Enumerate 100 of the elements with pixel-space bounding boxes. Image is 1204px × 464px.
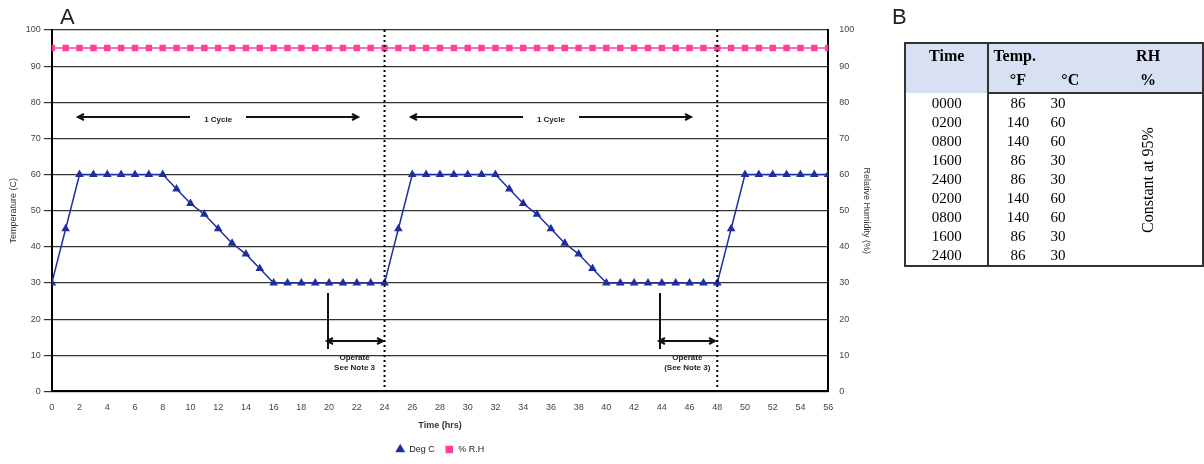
point xyxy=(200,210,209,217)
y2-tick-label: 20 xyxy=(839,313,850,324)
annotation: 1 Cycle xyxy=(536,114,566,124)
x-tick-label: 24 xyxy=(379,402,390,413)
text: 140 xyxy=(1005,189,1031,208)
x-tick-label: 52 xyxy=(767,402,778,413)
point xyxy=(616,278,625,286)
point xyxy=(228,238,236,246)
y-tick-label: 50 xyxy=(30,205,41,216)
text: 86 xyxy=(1009,94,1027,113)
x-tick-label: 6 xyxy=(132,402,138,413)
text: 30 xyxy=(1049,94,1067,113)
point xyxy=(269,278,278,286)
x-tick-label: 30 xyxy=(462,402,473,413)
text: RH xyxy=(1094,43,1203,68)
x-tick-label: 44 xyxy=(656,402,667,413)
point xyxy=(436,170,444,178)
point xyxy=(755,170,763,178)
text: Temp. xyxy=(988,43,1095,68)
x-tick-label: 8 xyxy=(160,402,166,413)
y-tick-label: 90 xyxy=(30,60,41,71)
point xyxy=(172,184,181,192)
text: °F xyxy=(988,68,1047,93)
point xyxy=(658,278,666,286)
text: 0800 xyxy=(905,208,989,227)
text: Constant at 95% xyxy=(1139,126,1158,233)
point xyxy=(768,170,777,178)
point xyxy=(408,170,417,178)
x-tick-label: 34 xyxy=(518,402,529,413)
annotation: Operate See Note 3 xyxy=(334,353,376,373)
y-tick-label: 30 xyxy=(30,277,41,288)
text: 30 xyxy=(1049,246,1067,265)
x-tick-label: 56 xyxy=(823,402,834,413)
point xyxy=(699,278,708,286)
text: 0000 xyxy=(905,93,989,113)
text: 60 xyxy=(1049,113,1067,132)
annotation: Operate (See Note 3) xyxy=(664,353,711,373)
y2-tick-label: 0 xyxy=(839,385,845,396)
x-tick-label: 28 xyxy=(434,402,446,413)
point xyxy=(242,249,250,257)
text: 140 xyxy=(1005,132,1031,151)
point xyxy=(630,278,638,286)
y2-tick-label: 40 xyxy=(839,241,850,252)
x-tick-label: 40 xyxy=(601,402,612,413)
x-tick-label: 32 xyxy=(490,402,501,413)
text: B xyxy=(892,4,907,30)
point xyxy=(533,210,541,217)
point xyxy=(796,170,805,178)
text: 30 xyxy=(1049,151,1067,170)
point xyxy=(117,170,125,178)
y2-tick-label: 70 xyxy=(839,132,850,143)
text: 1600 xyxy=(905,151,989,170)
x-tick-label: 22 xyxy=(351,402,362,413)
annotation: 1 Cycle xyxy=(204,114,233,124)
y2-tick-label: 50 xyxy=(839,205,850,216)
x-tick-label: 20 xyxy=(324,402,335,413)
text: 1600 xyxy=(905,227,989,246)
point xyxy=(602,278,611,286)
x-tick-label: 2 xyxy=(77,402,83,413)
text: 2400 xyxy=(905,170,989,189)
point xyxy=(727,224,735,232)
y-axis-title: Temperature (C) xyxy=(7,177,18,244)
x-tick-label: 26 xyxy=(407,402,418,413)
y2-tick-label: 10 xyxy=(839,349,850,360)
text: 30 xyxy=(1049,170,1067,189)
text: % xyxy=(1094,68,1203,93)
y-tick-label: 20 xyxy=(30,313,41,324)
point xyxy=(741,170,749,178)
point xyxy=(810,170,819,178)
text: 140 xyxy=(1005,208,1031,227)
y-tick-label: 10 xyxy=(30,349,41,360)
text: 0800 xyxy=(905,132,989,151)
point xyxy=(477,170,486,178)
point xyxy=(186,199,195,206)
text: 86 xyxy=(1009,170,1027,189)
point xyxy=(574,249,583,257)
x-tick-label: 14 xyxy=(240,402,251,413)
text: 140 xyxy=(1005,113,1031,132)
point xyxy=(671,278,680,286)
point xyxy=(491,170,500,178)
legend-label: Deg C xyxy=(409,443,436,454)
point xyxy=(297,278,306,286)
point xyxy=(131,170,139,178)
x-tick-label: 50 xyxy=(739,402,751,413)
x-tick-label: 46 xyxy=(684,402,695,413)
point xyxy=(353,278,361,286)
text: 60 xyxy=(1049,208,1067,227)
x-tick-label: 10 xyxy=(185,402,196,413)
x-tick-label: 0 xyxy=(49,402,55,413)
y2-tick-label: 90 xyxy=(839,60,850,71)
point xyxy=(547,224,555,232)
point xyxy=(339,278,347,286)
legend-label: % R.H xyxy=(458,443,485,454)
point xyxy=(644,278,652,286)
y-tick-label: 70 xyxy=(30,132,41,143)
y-tick-label: 60 xyxy=(30,169,41,180)
point xyxy=(519,199,527,206)
x-tick-label: 42 xyxy=(629,402,640,413)
text: 0200 xyxy=(905,113,989,132)
point xyxy=(283,278,292,286)
